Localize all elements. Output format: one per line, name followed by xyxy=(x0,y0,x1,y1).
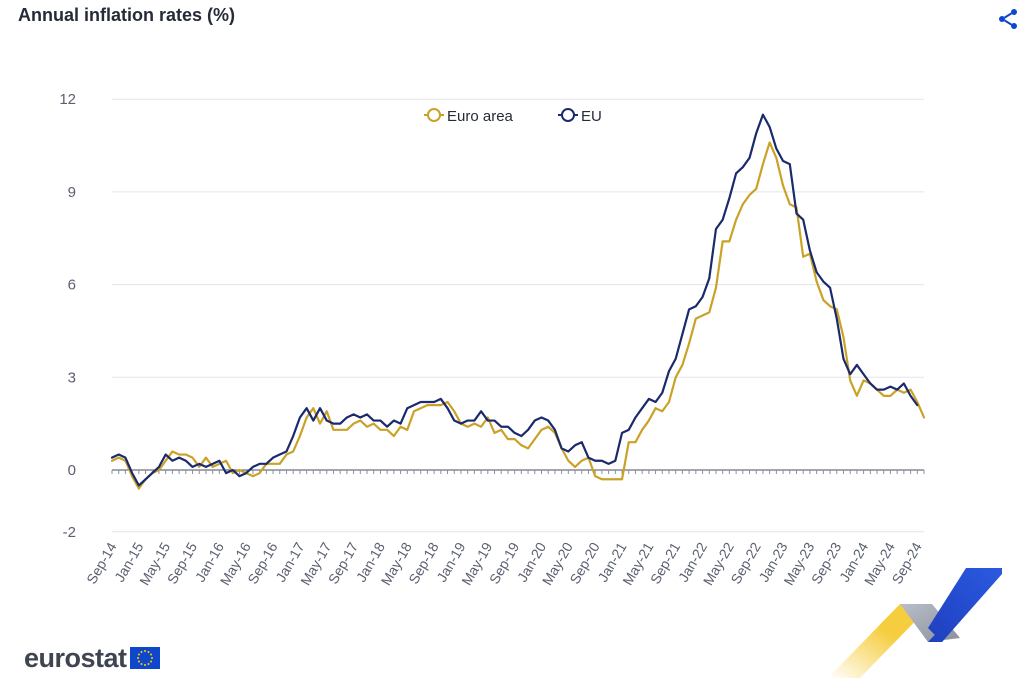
y-tick-label: 3 xyxy=(68,369,76,386)
y-tick-label: 9 xyxy=(68,184,76,201)
y-tick-label: 12 xyxy=(59,91,76,108)
flag-star xyxy=(143,664,146,666)
y-tick-label: 0 xyxy=(68,462,76,479)
y-tick-label: 6 xyxy=(68,277,76,294)
legend-marker xyxy=(561,108,575,122)
flag-star xyxy=(140,650,143,653)
legend: Euro area EU xyxy=(424,108,602,125)
y-axis-ticks: -2 0 3 6 9 12 xyxy=(59,91,76,541)
flag-star xyxy=(137,660,140,663)
flag-star xyxy=(143,650,146,652)
share-icon[interactable] xyxy=(996,7,1020,31)
grid-lines xyxy=(112,98,924,533)
flag-star xyxy=(147,650,150,653)
x-tick-label: Sep-14 xyxy=(83,539,120,586)
flag-star xyxy=(150,657,153,659)
flag-star xyxy=(140,663,143,666)
legend-label: Euro area xyxy=(447,108,514,125)
x-axis: Sep-14Jan-15May-15Sep-15Jan-16May-16Sep-… xyxy=(83,469,925,588)
eurostat-logo: eurostat xyxy=(24,642,160,674)
decorative-stripes xyxy=(828,568,1002,678)
eu-flag-icon xyxy=(129,647,160,669)
flag-star xyxy=(136,657,139,659)
chart-title: Annual inflation rates (%) xyxy=(18,5,236,25)
y-tick-label: -2 xyxy=(63,524,76,541)
series-lines xyxy=(110,113,926,490)
flag-star xyxy=(137,653,140,656)
flag-star xyxy=(149,653,152,656)
flag-star xyxy=(149,660,152,663)
legend-marker xyxy=(427,108,441,122)
flag-star xyxy=(147,663,150,666)
series-line-eu xyxy=(110,113,919,487)
logo-text: eurostat xyxy=(24,642,127,673)
series-line-euro-area xyxy=(110,141,926,490)
legend-label: EU xyxy=(581,108,602,125)
